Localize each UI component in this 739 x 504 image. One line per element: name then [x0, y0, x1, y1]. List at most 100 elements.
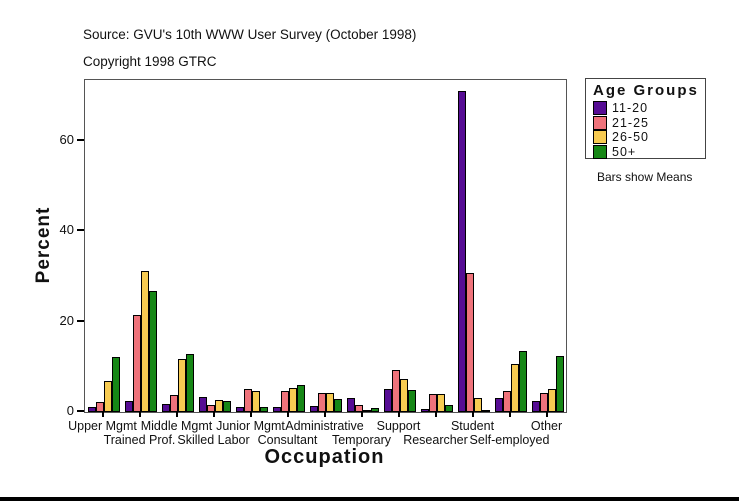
legend-item-11-20: 11-20: [593, 101, 705, 116]
y-tick-60: [77, 138, 84, 141]
bar-50+-other: [555, 356, 564, 412]
x-category-label: Other: [530, 419, 563, 433]
legend-label: 26-50: [612, 130, 649, 145]
bar-21-25-temporary: [354, 405, 363, 412]
bar-26-50-self-employed: [510, 364, 519, 412]
x-category-label: Support: [376, 419, 421, 433]
plot-area: [84, 79, 567, 413]
legend-swatch-icon: [593, 130, 607, 145]
bar-50+-skilled-labor: [222, 401, 231, 412]
y-tick-40: [77, 229, 84, 232]
legend-items: 11-20 21-25 26-50 50+: [593, 101, 705, 159]
legend-title: Age Groups: [593, 82, 699, 99]
bar-50+-support: [407, 390, 416, 412]
bar-11-20-trained-prof-: [124, 401, 133, 412]
bar-11-20-researcher: [420, 409, 429, 412]
x-category-label: Junior Mgmt: [216, 419, 285, 433]
bar-26-50-skilled-labor: [214, 400, 223, 412]
y-tick-20: [77, 319, 84, 322]
bar-21-25-other: [539, 393, 548, 412]
x-tick-4: [212, 412, 215, 417]
bar-50+-temporary: [370, 408, 379, 412]
bar-21-25-skilled-labor: [206, 405, 215, 412]
legend-swatch-icon: [593, 101, 607, 116]
bar-50+-junior-mgmt: [259, 407, 268, 412]
bar-11-20-middle-mgmt: [161, 404, 170, 412]
source-line: Source: GVU's 10th WWW User Survey (Octo…: [83, 27, 417, 42]
bar-26-50-junior-mgmt: [251, 391, 260, 412]
copyright-line: Copyright 1998 GTRC: [83, 54, 217, 69]
bar-21-25-middle-mgmt: [169, 395, 178, 412]
x-tick-3: [175, 412, 178, 417]
bar-11-20-junior-mgmt: [235, 407, 244, 412]
legend-label: 50+: [612, 144, 637, 159]
bar-26-50-student: [473, 398, 482, 412]
legend-swatch-icon: [593, 144, 607, 159]
bar-11-20-skilled-labor: [198, 397, 207, 412]
x-category-label: Skilled Labor: [177, 433, 250, 447]
x-category-label: Trained Prof.: [103, 433, 176, 447]
x-tick-13: [545, 412, 548, 417]
bar-50+-middle-mgmt: [185, 354, 194, 412]
legend-label: 21-25: [612, 115, 649, 130]
legend-item-21-25: 21-25: [593, 115, 705, 131]
legend-item-26-50: 26-50: [593, 130, 705, 145]
x-category-label: Temporary: [331, 433, 392, 447]
bar-50+-self-employed: [518, 351, 527, 412]
y-tick-label-40: 40: [59, 222, 74, 238]
bar-11-20-student: [457, 91, 466, 412]
legend: Age Groups 11-20 21-25 26-50 50+: [585, 78, 706, 159]
bar-21-25-upper-mgmt: [95, 402, 104, 412]
bottom-rule: [0, 497, 739, 501]
y-tick-label-60: 60: [59, 131, 74, 147]
bar-21-25-support: [391, 370, 400, 412]
y-tick-label-20: 20: [59, 312, 74, 328]
x-tick-7: [323, 412, 326, 417]
bar-21-25-junior-mgmt: [243, 389, 252, 412]
x-tick-10: [434, 412, 437, 417]
bar-11-20-consultant: [272, 407, 281, 412]
bar-11-20-self-employed: [494, 398, 503, 412]
legend-swatch-icon: [593, 115, 607, 130]
bar-26-50-middle-mgmt: [177, 359, 186, 412]
x-category-label: Middle Mgmt: [140, 419, 213, 433]
bar-21-25-trained-prof-: [132, 315, 141, 412]
x-tick-6: [286, 412, 289, 417]
bar-21-25-researcher: [428, 394, 437, 412]
bar-50+-researcher: [444, 405, 453, 412]
bar-26-50-temporary: [362, 410, 371, 412]
y-tick-0: [77, 410, 84, 412]
x-tick-5: [249, 412, 252, 417]
bar-26-50-consultant: [288, 388, 297, 412]
x-category-label: Consultant: [257, 433, 318, 447]
bar-21-25-self-employed: [502, 391, 511, 412]
x-tick-2: [138, 412, 141, 417]
x-tick-1: [101, 412, 104, 417]
bar-50+-student: [481, 410, 490, 412]
x-tick-8: [360, 412, 363, 417]
bar-50+-administrative: [333, 399, 342, 412]
bar-21-25-student: [465, 273, 474, 412]
y-tick-label-0: 0: [66, 403, 74, 418]
bar-21-25-consultant: [280, 391, 289, 412]
bar-11-20-temporary: [346, 398, 355, 412]
x-category-label: Researcher: [403, 433, 468, 447]
y-axis-title: Percent: [33, 206, 54, 284]
bar-11-20-support: [383, 389, 392, 412]
bar-26-50-support: [399, 379, 408, 412]
bar-26-50-upper-mgmt: [103, 381, 112, 412]
bar-50+-consultant: [296, 385, 305, 412]
x-axis-title: Occupation: [264, 446, 385, 468]
bar-26-50-researcher: [436, 394, 445, 412]
bars-show-means-note: Bars show Means: [597, 170, 693, 184]
bar-50+-upper-mgmt: [111, 357, 120, 412]
bar-11-20-other: [531, 401, 540, 412]
x-tick-12: [508, 412, 511, 417]
bar-11-20-upper-mgmt: [87, 407, 96, 412]
bar-50+-trained-prof-: [148, 291, 157, 412]
x-category-label: Student: [450, 419, 495, 433]
x-category-label: Self-employed: [469, 433, 550, 447]
x-tick-9: [397, 412, 400, 417]
legend-label: 11-20: [612, 101, 649, 116]
